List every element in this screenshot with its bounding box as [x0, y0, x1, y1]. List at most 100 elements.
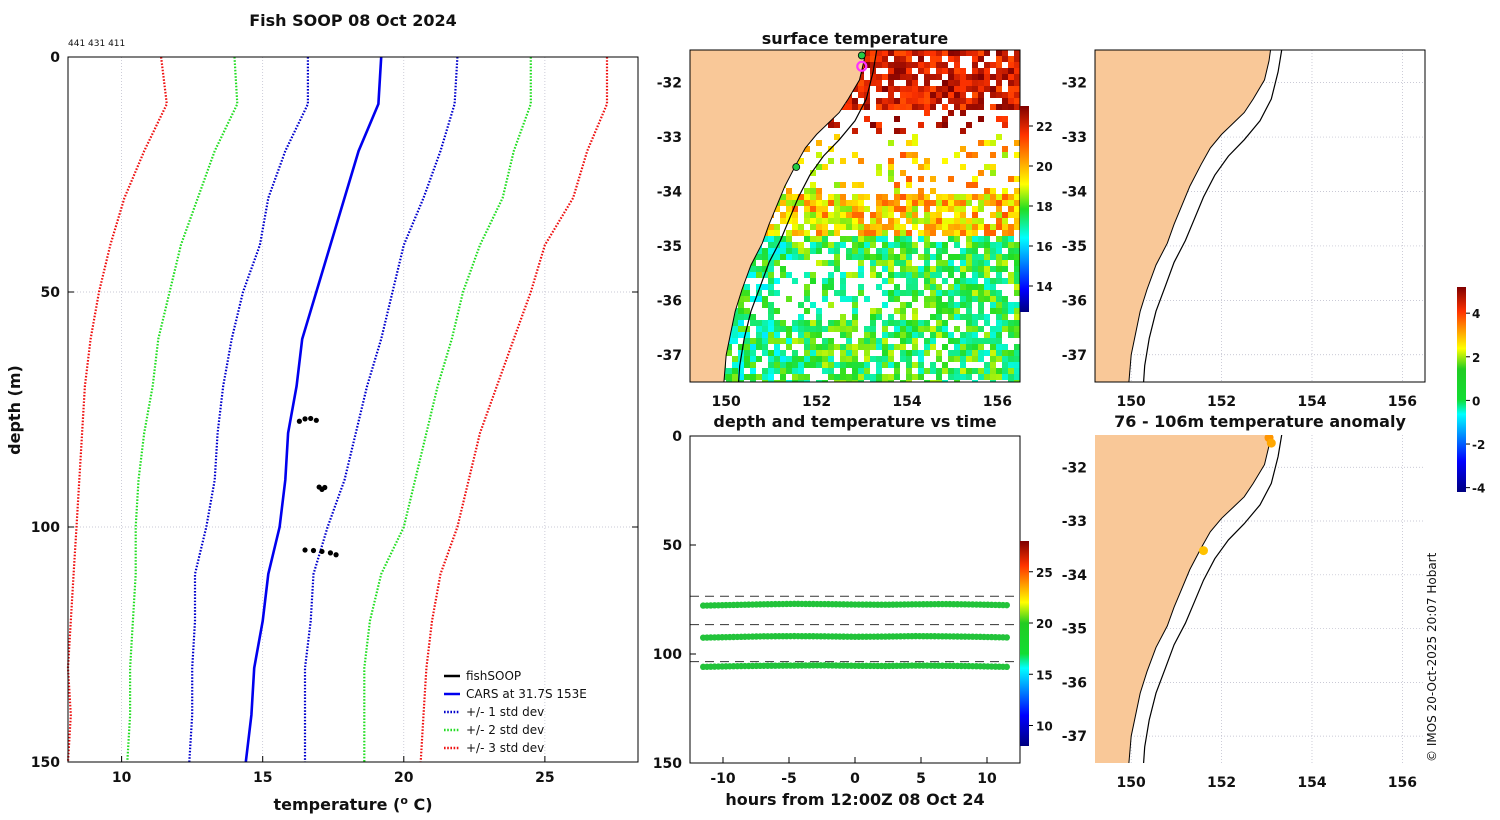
map-ytick-label: -35 [1062, 239, 1087, 255]
sst-pixel [972, 242, 978, 248]
sst-pixel [906, 350, 912, 356]
sst-pixel [954, 290, 960, 296]
sst-pixel [798, 374, 804, 380]
sst-pixel [906, 380, 912, 382]
sst-pixel [984, 266, 990, 272]
sst-pixel [912, 272, 918, 278]
sst-pixel [960, 374, 966, 380]
sst-pixel [798, 224, 804, 230]
sst-pixel [828, 374, 834, 380]
sst-pixel [960, 218, 966, 224]
sst-pixel [984, 230, 990, 236]
sst-pixel [960, 206, 966, 212]
sst-pixel [930, 98, 936, 104]
sst-pixel [906, 218, 912, 224]
fishsoop-point [310, 547, 317, 554]
sst-pixel [888, 320, 894, 326]
sst-pixel [888, 164, 894, 170]
sst-pixel [972, 356, 978, 362]
dt-ytick-label: 50 [663, 538, 683, 554]
sst-pixel [918, 374, 924, 380]
sst-pixel [1014, 302, 1020, 308]
sst-pixel [978, 350, 984, 356]
map-xtick-label: 150 [1117, 775, 1146, 791]
sst-pixel [978, 206, 984, 212]
sst-pixel [786, 368, 792, 374]
sst-pixel [822, 296, 828, 302]
sst-pixel [780, 266, 786, 272]
sst-pixel [930, 104, 936, 110]
sst-pixel [954, 50, 960, 56]
sst-pixel [864, 56, 870, 62]
sst-pixel [858, 104, 864, 110]
sst-pixel [924, 278, 930, 284]
map-xtick-label: 156 [1388, 394, 1417, 410]
sst-pixel [1008, 176, 1014, 182]
sst-pixel [786, 380, 792, 382]
sst-pixel [894, 368, 900, 374]
profile-line [303, 56, 459, 762]
sst-pixel [762, 332, 768, 338]
sst-pixel [894, 254, 900, 260]
sst-pixel [948, 308, 954, 314]
sst-pixel [948, 110, 954, 116]
sst-pixel [996, 68, 1002, 74]
sst-pixel [882, 200, 888, 206]
sst-pixel [966, 314, 972, 320]
sst-pixel [942, 122, 948, 128]
sst-pixel [966, 356, 972, 362]
sst-pixel [846, 320, 852, 326]
sst-pixel [804, 326, 810, 332]
sst-pixel [804, 194, 810, 200]
sst-pixel [816, 320, 822, 326]
sst-pixel [906, 140, 912, 146]
sst-pixel [768, 356, 774, 362]
sst-pixel [990, 224, 996, 230]
sst-pixel [930, 266, 936, 272]
sst-pixel [1008, 368, 1014, 374]
sst-pixel [924, 236, 930, 242]
sst-pixel [894, 230, 900, 236]
sst-pixel [978, 68, 984, 74]
sst-pixel [990, 374, 996, 380]
sst-pixel [762, 368, 768, 374]
sst-pixel [936, 374, 942, 380]
sst-pixel [996, 332, 1002, 338]
sst-pixel [810, 242, 816, 248]
sst-pixel [888, 80, 894, 86]
sst-pixel [858, 218, 864, 224]
sst-pixel [816, 212, 822, 218]
sst-pixel [876, 272, 882, 278]
map-ytick-label: -36 [1062, 293, 1087, 309]
sst-pixel [996, 50, 1002, 56]
sst-pixel [996, 74, 1002, 80]
sst-pixel [984, 86, 990, 92]
sst-pixel [1002, 302, 1008, 308]
sst-pixel [768, 260, 774, 266]
sst-pixel [804, 356, 810, 362]
legend-label: +/- 3 std dev [466, 741, 544, 755]
sst-pixel [978, 50, 984, 56]
sst-pixel [780, 380, 786, 382]
sst-pixel [738, 326, 744, 332]
sst-pixel [810, 338, 816, 344]
sst-pixel [840, 314, 846, 320]
sst-pixel [876, 248, 882, 254]
sst-pixel [846, 200, 852, 206]
sst-pixel [930, 332, 936, 338]
sst-pixel [834, 320, 840, 326]
sst-pixel [912, 62, 918, 68]
sst-pixel [924, 320, 930, 326]
sst-pixel [732, 332, 738, 338]
sst-pixel [804, 254, 810, 260]
sst-pixel [858, 92, 864, 98]
sst-pixel [906, 320, 912, 326]
sst-pixel [768, 224, 774, 230]
sst-pixel [936, 284, 942, 290]
sst-pixel [786, 254, 792, 260]
sst-pixel [738, 362, 744, 368]
sst-pixel [822, 206, 828, 212]
map-xtick-label: 150 [712, 394, 741, 410]
sst-pixel [864, 248, 870, 254]
sst-pixel [972, 62, 978, 68]
